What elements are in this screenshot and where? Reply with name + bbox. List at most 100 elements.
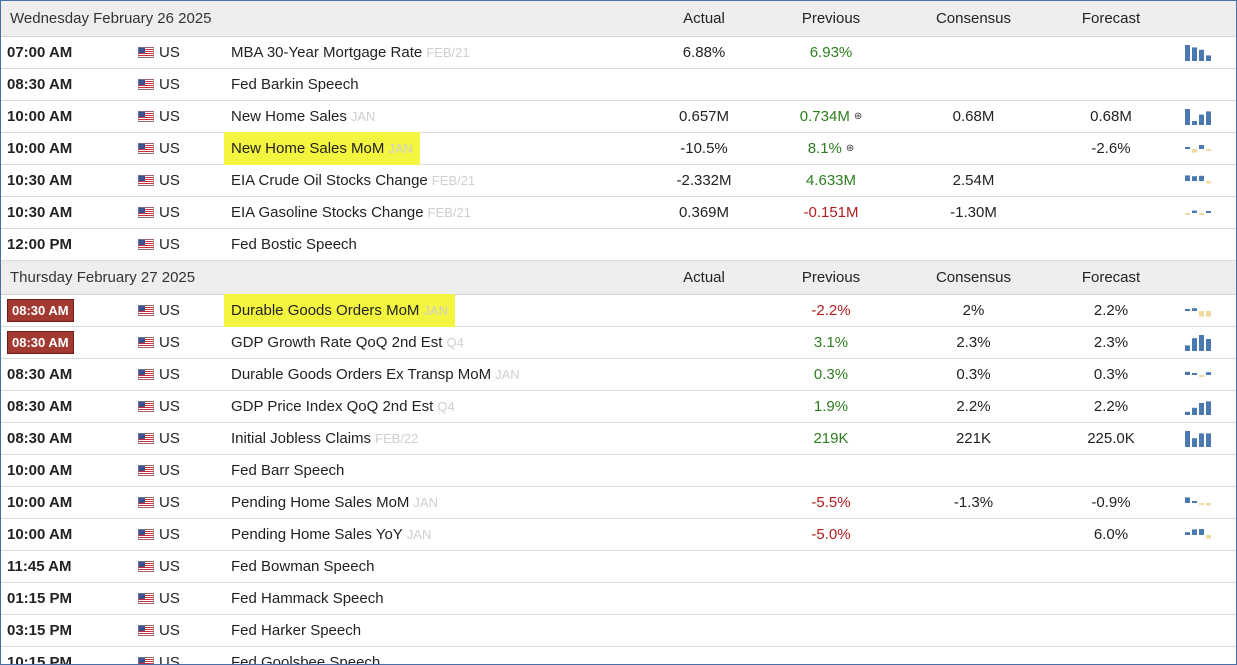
previous-cell	[781, 647, 881, 664]
event-name-link[interactable]: EIA Gasoline Stocks Change FEB/21	[231, 197, 471, 228]
forecast-value	[1056, 647, 1166, 664]
event-name-link[interactable]: Initial Jobless Claims FEB/22	[231, 423, 418, 454]
sparkline-chart[interactable]	[1184, 430, 1214, 448]
event-name[interactable]: New Home Sales	[231, 108, 347, 125]
event-time: 10:00 AM	[7, 101, 72, 132]
revised-icon[interactable]: ⊛	[853, 111, 863, 122]
sparkline-chart[interactable]	[1184, 526, 1214, 544]
us-flag-icon	[138, 423, 154, 454]
event-name[interactable]: Fed Hammack Speech	[231, 590, 384, 607]
chart-cell[interactable]	[1184, 359, 1214, 390]
event-name[interactable]: Durable Goods Orders MoM	[231, 302, 420, 319]
time-badge: 08:30 AM	[7, 299, 74, 322]
chart-cell[interactable]	[1184, 327, 1214, 358]
event-name-link[interactable]: Fed Barkin Speech	[231, 69, 359, 100]
event-name[interactable]: GDP Growth Rate QoQ 2nd Est	[231, 334, 443, 351]
chart-cell[interactable]	[1184, 487, 1214, 518]
event-period: FEB/21	[431, 173, 476, 188]
consensus-value	[916, 519, 1031, 550]
event-name[interactable]: Fed Barr Speech	[231, 462, 345, 479]
event-row[interactable]: 10:00 AM US Fed Barr Speech	[1, 455, 1236, 487]
event-row[interactable]: 08:30 AM US Fed Barkin Speech	[1, 69, 1236, 101]
event-name-link[interactable]: EIA Crude Oil Stocks Change FEB/21	[231, 165, 475, 196]
event-name-link[interactable]: Fed Bostic Speech	[231, 229, 357, 260]
event-name[interactable]: Fed Bostic Speech	[231, 236, 357, 253]
event-row[interactable]: 01:15 PM US Fed Hammack Speech	[1, 583, 1236, 615]
sparkline-chart[interactable]	[1184, 366, 1214, 384]
chart-cell[interactable]	[1184, 197, 1214, 228]
event-name-link[interactable]: New Home Sales JAN	[231, 101, 375, 132]
event-name[interactable]: Initial Jobless Claims	[231, 430, 372, 447]
chart-cell[interactable]	[1184, 165, 1214, 196]
sparkline-chart[interactable]	[1184, 108, 1214, 126]
event-name[interactable]: New Home Sales MoM	[231, 140, 385, 157]
event-row[interactable]: 10:30 AM US EIA Crude Oil Stocks Change FEB…	[1, 165, 1236, 197]
chart-cell[interactable]	[1184, 295, 1214, 326]
event-name[interactable]: EIA Crude Oil Stocks Change	[231, 172, 428, 189]
event-name[interactable]: Durable Goods Orders Ex Transp MoM	[231, 366, 492, 383]
event-row[interactable]: 08:30 AM US GDP Price Index QoQ 2nd Est Q4 1…	[1, 391, 1236, 423]
sparkline-bar	[1192, 46, 1197, 61]
event-name[interactable]: EIA Gasoline Stocks Change	[231, 204, 424, 221]
event-name[interactable]: MBA 30-Year Mortgage Rate	[231, 44, 423, 61]
event-name-link[interactable]: GDP Price Index QoQ 2nd Est Q4	[231, 391, 455, 422]
event-name-link[interactable]: Fed Hammack Speech	[231, 583, 384, 614]
event-row[interactable]: 08:30 AM US Initial Jobless Claims FEB/22 21…	[1, 423, 1236, 455]
revised-icon[interactable]: ⊛	[845, 143, 855, 154]
chart-cell[interactable]	[1184, 101, 1214, 132]
event-row[interactable]: 03:15 PM US Fed Harker Speech	[1, 615, 1236, 647]
event-row[interactable]: 11:45 AM US Fed Bowman Speech	[1, 551, 1236, 583]
chart-cell[interactable]	[1184, 133, 1214, 164]
event-row[interactable]: 08:30 AM US Durable Goods Orders Ex Transp…	[1, 359, 1236, 391]
event-row[interactable]: 10:00 AM US Pending Home Sales MoM JAN -5.5%…	[1, 487, 1236, 519]
event-row[interactable]: 08:30 AM US GDP Growth Rate QoQ 2nd Est Q4 3…	[1, 327, 1236, 359]
event-name[interactable]: Pending Home Sales YoY	[231, 526, 403, 543]
sparkline-bar	[1199, 310, 1204, 317]
event-row[interactable]: 08:30 AM US Durable Goods Orders MoM JAN -2.…	[1, 294, 1236, 327]
sparkline-chart[interactable]	[1184, 44, 1214, 62]
event-name[interactable]: Fed Barkin Speech	[231, 76, 359, 93]
event-row[interactable]: 07:00 AM US MBA 30-Year Mortgage Rate FEB/2…	[1, 37, 1236, 69]
sparkline-chart[interactable]	[1184, 140, 1214, 158]
forecast-value: 2.2%	[1093, 302, 1129, 319]
event-name[interactable]: GDP Price Index QoQ 2nd Est	[231, 398, 434, 415]
sparkline-chart[interactable]	[1184, 172, 1214, 190]
chart-cell[interactable]	[1184, 423, 1214, 454]
chart-cell[interactable]	[1184, 391, 1214, 422]
event-name-link[interactable]: New Home Sales MoM JAN	[224, 132, 420, 165]
event-row[interactable]: 10:30 AM US EIA Gasoline Stocks Change FEB/…	[1, 197, 1236, 229]
event-row[interactable]: 10:15 PM US Fed Goolsbee Speech	[1, 647, 1236, 665]
us-flag-icon	[138, 455, 154, 486]
event-name-link[interactable]: Pending Home Sales YoY JAN	[231, 519, 431, 550]
event-name-link[interactable]: Fed Goolsbee Speech	[231, 647, 381, 665]
sparkline-chart[interactable]	[1184, 204, 1214, 222]
event-name-link[interactable]: Fed Harker Speech	[231, 615, 361, 646]
sparkline-chart[interactable]	[1184, 398, 1214, 416]
event-name-link[interactable]: Fed Barr Speech	[231, 455, 344, 486]
event-row[interactable]: 10:00 AM US Pending Home Sales YoY JAN -5.0%…	[1, 519, 1236, 551]
event-name-link[interactable]: Fed Bowman Speech	[231, 551, 374, 582]
event-name-link[interactable]: GDP Growth Rate QoQ 2nd Est Q4	[231, 327, 464, 358]
event-name-link[interactable]: Durable Goods Orders MoM JAN	[224, 294, 455, 327]
event-row[interactable]: 10:00 AM US New Home Sales JAN 0.657M 0.734M ⊛…	[1, 101, 1236, 133]
chart-cell[interactable]	[1184, 519, 1214, 550]
sparkline-bar	[1199, 114, 1204, 125]
event-row[interactable]: 10:00 AM US New Home Sales MoM JAN -10.5% 8.1…	[1, 132, 1236, 165]
sparkline-bar	[1185, 496, 1190, 503]
event-time: 10:00 AM	[7, 133, 72, 164]
event-name[interactable]: Fed Bowman Speech	[231, 558, 375, 575]
previous-value: -2.2%	[811, 302, 851, 319]
forecast-value	[1056, 165, 1166, 196]
event-name-link[interactable]: MBA 30-Year Mortgage Rate FEB/21	[231, 37, 470, 68]
chart-cell[interactable]	[1184, 37, 1214, 68]
sparkline-chart[interactable]	[1184, 494, 1214, 512]
event-row[interactable]: 12:00 PM US Fed Bostic Speech	[1, 229, 1236, 261]
event-name[interactable]: Fed Harker Speech	[231, 622, 362, 639]
event-name[interactable]: Fed Goolsbee Speech	[231, 654, 381, 665]
event-name-link[interactable]: Pending Home Sales MoM JAN	[231, 487, 438, 518]
sparkline-bar	[1199, 175, 1204, 181]
event-name[interactable]: Pending Home Sales MoM	[231, 494, 410, 511]
sparkline-chart[interactable]	[1184, 302, 1214, 320]
event-name-link[interactable]: Durable Goods Orders Ex Transp MoM JAN	[231, 359, 520, 390]
sparkline-chart[interactable]	[1184, 334, 1214, 352]
